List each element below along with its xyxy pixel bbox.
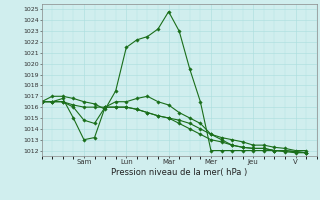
X-axis label: Pression niveau de la mer( hPa ): Pression niveau de la mer( hPa ) <box>111 168 247 177</box>
